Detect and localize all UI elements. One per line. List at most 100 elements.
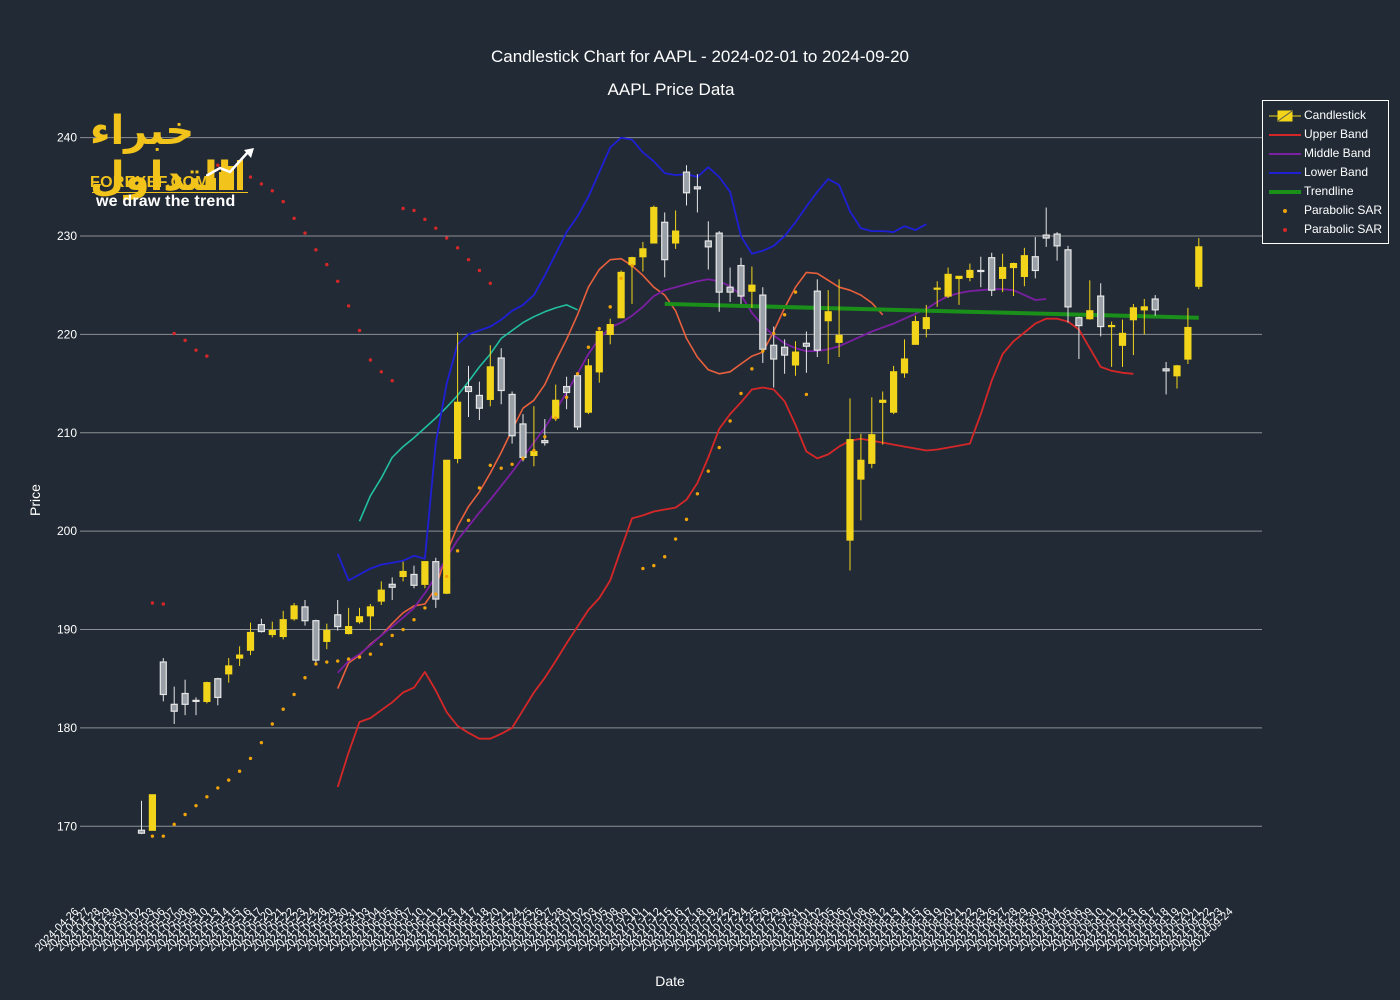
legend-label: Lower Band (1304, 165, 1369, 179)
candle (432, 557, 440, 608)
candle (268, 621, 276, 638)
sar-point-up (379, 642, 383, 647)
x-axis-title: Date (655, 973, 685, 989)
candle (475, 381, 483, 421)
legend-item-middle-band[interactable]: Middle Band (1263, 144, 1388, 163)
candle (562, 376, 571, 410)
sar-point-down (172, 331, 176, 336)
candle-body (988, 257, 996, 291)
candle-body (671, 230, 680, 244)
candle-body (835, 334, 843, 343)
candle-body (192, 699, 200, 702)
sar-point-up (281, 707, 285, 711)
candle (508, 391, 516, 444)
candle (922, 304, 930, 338)
candle-body (889, 371, 898, 413)
legend-item-parabolic-sar-down[interactable]: Parabolic SAR (1263, 220, 1388, 239)
sar-point-up (477, 486, 482, 490)
candle (236, 646, 244, 666)
sar-point-up (336, 659, 340, 663)
candle-body (1042, 234, 1050, 239)
candle-body (1097, 295, 1105, 328)
candle-body (726, 286, 734, 293)
candle (977, 256, 985, 288)
sar-point-up (194, 803, 198, 808)
candle-body (1118, 332, 1127, 346)
legend-item-trendline[interactable]: Trendline (1263, 182, 1388, 201)
candle (628, 256, 636, 304)
candle-body (464, 385, 473, 393)
sar-point-down (434, 226, 438, 230)
sar-point-down (270, 189, 274, 193)
candle-body (1195, 246, 1203, 287)
candle-body (911, 321, 920, 345)
candle (345, 607, 353, 635)
candle-body (813, 290, 821, 351)
candle (944, 267, 952, 299)
candle (879, 391, 887, 445)
sar-point-down (205, 354, 209, 358)
sar-point-down (292, 216, 296, 221)
legend-label: Trendline (1304, 184, 1354, 198)
candle (279, 610, 287, 640)
sar-point-up (521, 456, 525, 461)
sar-point-up (782, 313, 787, 317)
candle (1042, 207, 1050, 247)
legend-item-upper-band[interactable]: Upper Band (1263, 125, 1388, 144)
candle (464, 365, 473, 418)
candle-body (475, 394, 483, 409)
candle-body (486, 366, 494, 400)
line-legend-icon (1269, 153, 1301, 155)
candle-body (257, 624, 265, 633)
candle (846, 398, 854, 571)
candle (1118, 319, 1127, 367)
candle-body (1020, 255, 1029, 277)
y-tick-label: 190 (57, 623, 77, 637)
candle-body (737, 264, 745, 297)
y-tick-label: 170 (57, 819, 77, 833)
line-legend-icon (1269, 172, 1301, 174)
sar-point-down (150, 601, 155, 605)
middle-band-line (337, 278, 1047, 674)
candle (170, 686, 178, 724)
candle-body (977, 269, 985, 273)
candle (421, 561, 429, 589)
candle (1151, 295, 1159, 316)
candle-body (366, 606, 374, 617)
sar-point-down (161, 602, 165, 606)
candle-body (312, 620, 320, 661)
sma-orange-line (336, 257, 884, 689)
sar-point-down (183, 338, 187, 343)
candle (748, 266, 756, 308)
candle (497, 348, 505, 405)
candle-body (857, 459, 865, 480)
dot-legend-icon (1283, 209, 1287, 213)
candle (137, 800, 146, 835)
candle-body (900, 358, 909, 374)
candle (410, 565, 418, 589)
sar-point-up (575, 372, 580, 376)
line-legend-icon (1269, 190, 1301, 194)
candle (214, 677, 222, 706)
sar-point-up (750, 367, 754, 371)
lower-band-line (336, 136, 927, 582)
sar-point-up (466, 518, 471, 523)
candle (541, 419, 549, 446)
legend-label: Middle Band (1304, 146, 1371, 160)
sar-point-up (673, 537, 678, 541)
candle-body (693, 186, 702, 190)
candle-body (628, 257, 636, 266)
sar-point-down (379, 370, 383, 374)
legend-item-parabolic-sar-up[interactable]: Parabolic SAR (1263, 201, 1388, 220)
sar-point-up (346, 657, 351, 661)
candle-body (966, 269, 974, 278)
gridlines (80, 137, 1262, 827)
legend-item-candlestick[interactable]: Candlestick (1263, 106, 1388, 125)
candle-body (203, 682, 211, 702)
sar-point-up (488, 463, 492, 467)
candle-body (879, 399, 887, 403)
legend-label: Parabolic SAR (1304, 222, 1383, 236)
candle-body (355, 616, 364, 623)
legend-item-lower-band[interactable]: Lower Band (1263, 163, 1388, 182)
candle-body (791, 351, 800, 366)
